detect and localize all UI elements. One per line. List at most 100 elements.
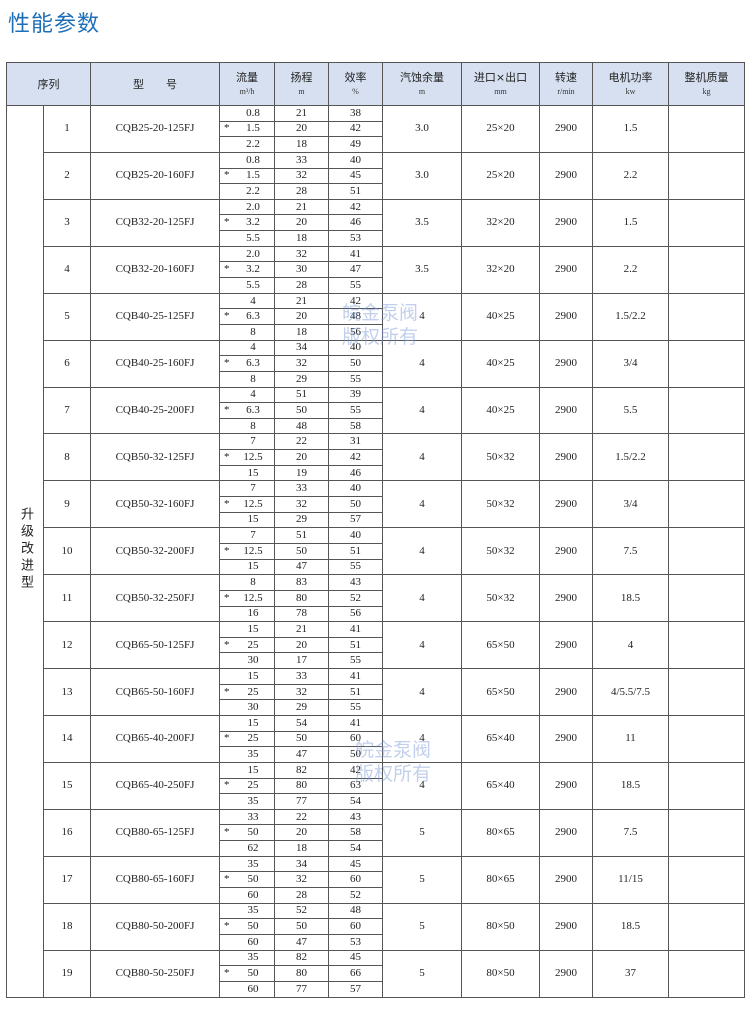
- efficiency-cell: 43: [328, 808, 383, 826]
- weight-cell: [668, 433, 745, 482]
- efficiency-cell: 46: [328, 214, 383, 232]
- header-eff: 效率%: [328, 62, 383, 106]
- efficiency-cell: 48: [328, 308, 383, 325]
- table-row: 60 47 53: [7, 933, 745, 951]
- efficiency-cell: 55: [328, 558, 383, 576]
- category-label: 升级改进型: [18, 507, 33, 593]
- flow-value: 1.5: [246, 122, 260, 135]
- head-cell: 28: [274, 183, 329, 200]
- flow-value: 50: [247, 967, 259, 980]
- npsh-cell: 4: [382, 761, 462, 810]
- flow-value: 12.5: [243, 450, 263, 463]
- flow-value: 35: [247, 857, 259, 870]
- header-head-label: 扬程: [290, 71, 313, 84]
- flow-cell: 15: [219, 511, 275, 529]
- flow-value: 25: [247, 779, 259, 792]
- head-cell: 77: [274, 980, 329, 998]
- table-row: 15 29 57: [7, 511, 745, 529]
- flow-cell: * 25: [219, 777, 275, 795]
- flow-value: 8: [250, 325, 256, 338]
- flow-cell: * 12.5: [219, 589, 275, 607]
- npsh-cell: 4: [382, 527, 462, 576]
- table-row: 10 CQB50-32-200FJ 7 51 40 4 50×32 2900 7.5: [7, 527, 745, 576]
- speed-cell: 2900: [539, 714, 593, 763]
- head-cell: 32: [274, 167, 329, 185]
- table-row: 15 CQB65-40-250FJ 15 82 42 4 65×40 2900 18.5: [7, 761, 745, 810]
- head-cell: 29: [274, 699, 329, 716]
- head-cell: 28: [274, 277, 329, 294]
- table-row: 11 CQB50-32-250FJ 8 83 43 4 50×32 2900 18.5: [7, 574, 745, 623]
- flow-value: 2.0: [246, 200, 260, 213]
- flow-cell: * 6.3: [219, 402, 275, 419]
- flow-cell: 8: [219, 417, 275, 435]
- flow-cell: * 1.5: [219, 120, 275, 138]
- head-cell: 77: [274, 793, 329, 810]
- speed-cell: 2900: [539, 339, 593, 388]
- flow-value: 60: [247, 935, 259, 948]
- model-cell: CQB65-40-250FJ: [90, 761, 220, 810]
- seq-cell: 7: [43, 386, 91, 435]
- weight-cell: [668, 527, 745, 576]
- npsh-cell: 5: [382, 949, 462, 998]
- weight-cell: [668, 902, 745, 951]
- model-cell: CQB50-32-160FJ: [90, 480, 220, 529]
- design-point-star: *: [224, 685, 230, 698]
- table-row: * 1.5 20 42: [7, 120, 745, 138]
- flow-value: 6.3: [246, 310, 260, 323]
- efficiency-cell: 60: [328, 730, 383, 748]
- flow-value: 8: [250, 372, 256, 385]
- flow-value: 8: [250, 419, 256, 432]
- head-cell: 21: [274, 105, 329, 122]
- flow-cell: 2.2: [219, 183, 275, 200]
- head-cell: 34: [274, 855, 329, 873]
- flow-cell: * 3.2: [219, 261, 275, 279]
- header-head-unit: m: [298, 87, 305, 96]
- efficiency-cell: 41: [328, 245, 383, 263]
- design-point-star: *: [224, 497, 230, 510]
- efficiency-cell: 51: [328, 683, 383, 701]
- flow-cell: 30: [219, 699, 275, 716]
- table-row: 35 77 54: [7, 793, 745, 810]
- table-row: 19 CQB80-50-250FJ 35 82 45 5 80×50 2900 37: [7, 949, 745, 998]
- flow-value: 35: [247, 951, 259, 964]
- table-row: * 6.3 20 48: [7, 308, 745, 325]
- flow-value: 60: [247, 888, 259, 901]
- flow-cell: 35: [219, 855, 275, 873]
- table-row: 6 CQB40-25-160FJ 4 34 40 4 40×25 2900 3/4: [7, 339, 745, 388]
- design-point-star: *: [224, 310, 230, 323]
- efficiency-cell: 42: [328, 292, 383, 310]
- table-row: 8 18 56: [7, 323, 745, 341]
- npsh-cell: 5: [382, 808, 462, 857]
- efficiency-cell: 41: [328, 668, 383, 685]
- flow-cell: 15: [219, 714, 275, 732]
- flow-cell: * 25: [219, 683, 275, 701]
- efficiency-cell: 52: [328, 589, 383, 607]
- efficiency-cell: 40: [328, 480, 383, 498]
- flow-cell: * 6.3: [219, 308, 275, 325]
- model-cell: CQB40-25-125FJ: [90, 292, 220, 341]
- model-cell: CQB50-32-125FJ: [90, 433, 220, 482]
- efficiency-cell: 55: [328, 699, 383, 716]
- weight-cell: [668, 480, 745, 529]
- npsh-cell: 4: [382, 668, 462, 716]
- port-cell: 40×25: [461, 339, 540, 388]
- power-cell: 37: [592, 949, 669, 998]
- head-cell: 48: [274, 417, 329, 435]
- flow-cell: 35: [219, 793, 275, 810]
- head-cell: 82: [274, 761, 329, 779]
- power-cell: 1.5/2.2: [592, 292, 669, 341]
- flow-cell: * 50: [219, 824, 275, 842]
- seq-cell: 1: [43, 105, 91, 153]
- design-point-star: *: [224, 544, 230, 557]
- header-speed-unit: r/min: [557, 87, 575, 96]
- weight-cell: [668, 151, 745, 200]
- efficiency-cell: 66: [328, 965, 383, 982]
- npsh-cell: 3.5: [382, 245, 462, 294]
- efficiency-cell: 41: [328, 621, 383, 638]
- flow-cell: * 50: [219, 918, 275, 935]
- weight-cell: [668, 668, 745, 716]
- efficiency-cell: 40: [328, 151, 383, 169]
- flow-value: 7: [250, 482, 256, 495]
- head-cell: 20: [274, 824, 329, 842]
- head-cell: 33: [274, 480, 329, 498]
